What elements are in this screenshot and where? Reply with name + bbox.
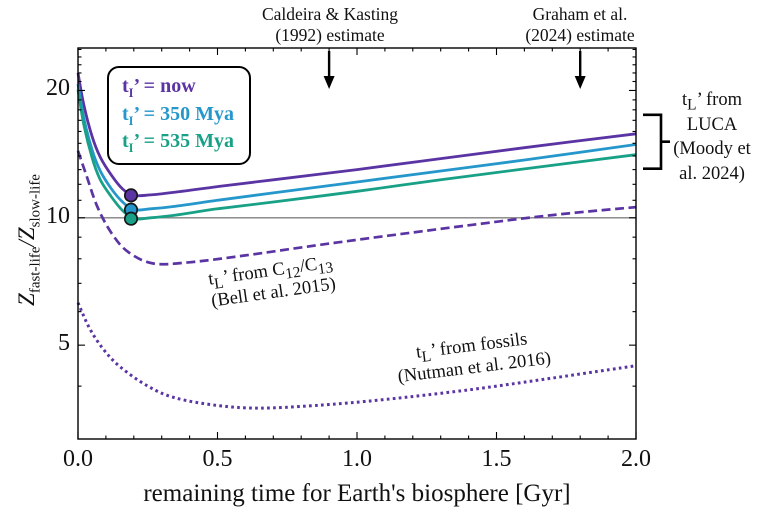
- y-tick-label-10: 10: [46, 202, 70, 229]
- legend-item-535mya: tI’ = 535 Mya: [122, 130, 234, 155]
- annotation-caldeira-line2: (1992) estimate: [275, 25, 385, 45]
- luca-bracket: [643, 113, 670, 170]
- y-tick-label-5: 5: [58, 330, 70, 357]
- y-tick-label-20: 20: [46, 75, 70, 102]
- annotation-luca: tL’ from LUCA (Moody et al. 2024): [673, 90, 751, 184]
- series-now-line: [76, 72, 637, 198]
- arrow-caldeira-head: [323, 76, 335, 89]
- x-tick-label-1.0: 1.0: [342, 446, 372, 472]
- marker-535mya: [123, 211, 139, 226]
- x-tick-label-1.5: 1.5: [481, 446, 512, 472]
- legend-item-now: tI’ = now: [122, 75, 196, 100]
- y-axis-label: Zfast-life/Zslow-life: [14, 174, 44, 306]
- x-tick-label-0.5: 0.5: [202, 446, 233, 472]
- annotation-graham-line2: (2024) estimate: [525, 25, 635, 45]
- annotation-graham-line1: Graham et al.: [532, 4, 628, 24]
- series-nutman-line: [76, 302, 637, 410]
- series-350mya-line: [76, 83, 637, 212]
- annotation-caldeira-kasting: Caldeira & Kasting (1992) estimate: [262, 4, 398, 46]
- series-bell-line: [76, 150, 637, 266]
- series-535mya-line: [76, 89, 637, 221]
- arrow-graham-head: [574, 76, 586, 89]
- x-axis-label: remaining time for Earth's biosphere [Gy…: [143, 480, 571, 507]
- marker-now: [123, 188, 139, 203]
- annotation-caldeira-line1: Caldeira & Kasting: [261, 4, 399, 24]
- x-tick-label-2.0: 2.0: [621, 446, 651, 472]
- legend-item-350mya: tI’ = 350 Mya: [122, 102, 234, 128]
- annotation-graham: Graham et al. (2024) estimate: [525, 4, 634, 46]
- legend-box: tI’ = now tI’ = 350 Mya tI’ = 535 Mya: [107, 66, 251, 165]
- x-tick-label-0.0: 0.0: [63, 446, 93, 472]
